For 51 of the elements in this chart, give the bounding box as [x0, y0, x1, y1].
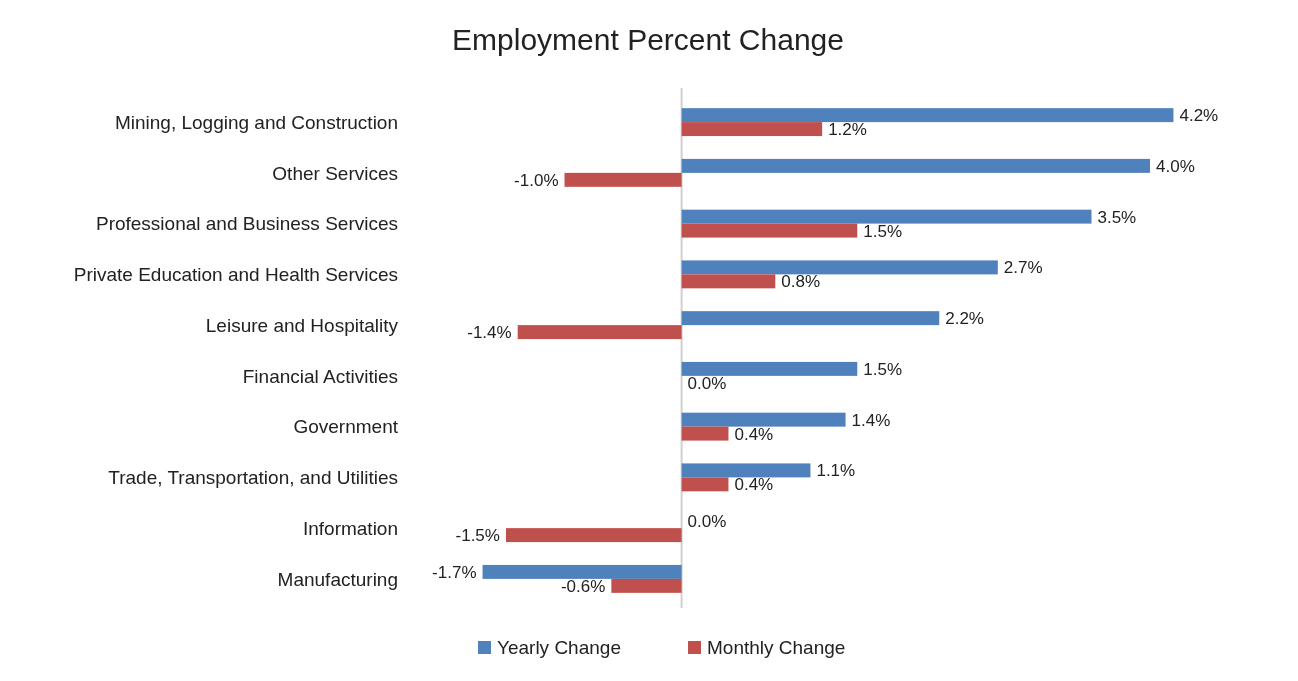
data-label: 0.0%	[687, 373, 727, 393]
legend-label: Monthly Change	[707, 637, 846, 659]
bar	[564, 172, 682, 187]
bar	[611, 578, 682, 593]
data-label: 1.4%	[851, 410, 891, 430]
bar	[517, 325, 682, 340]
bar	[681, 274, 776, 289]
data-label: -1.5%	[455, 526, 500, 546]
bar	[681, 158, 1151, 173]
bar	[681, 108, 1174, 123]
y-tick-label: Professional and Business Services	[95, 213, 398, 235]
bar	[681, 209, 1092, 224]
data-label: 1.1%	[816, 461, 856, 481]
bar	[505, 528, 682, 543]
data-label: 0.8%	[781, 272, 821, 292]
bar	[681, 426, 729, 441]
y-tick-label: Trade, Transportation, and Utilities	[108, 467, 398, 489]
data-label: 0.0%	[687, 512, 727, 532]
data-label: 4.2%	[1179, 106, 1219, 126]
y-tick-label: Manufacturing	[277, 568, 398, 590]
bar	[681, 477, 729, 492]
legend-label: Yearly Change	[497, 637, 621, 659]
y-tick-label: Financial Activities	[242, 365, 398, 387]
data-label: 0.4%	[734, 424, 774, 444]
bar	[681, 361, 858, 376]
bar	[681, 223, 858, 238]
y-tick-label: Government	[293, 416, 399, 438]
bar	[681, 412, 846, 427]
bar	[482, 564, 682, 579]
y-tick-label: Other Services	[272, 162, 398, 184]
data-label: 4.0%	[1156, 156, 1195, 176]
data-label: 2.7%	[1003, 258, 1043, 278]
chart-title: Employment Percent Change	[452, 23, 844, 56]
data-label: 1.5%	[863, 221, 903, 241]
y-tick-label: Information	[302, 517, 398, 539]
bar	[681, 260, 998, 275]
data-label: -1.0%	[514, 170, 559, 190]
data-label: 1.5%	[863, 359, 903, 379]
y-tick-label: Private Education and Health Services	[73, 264, 398, 286]
bar	[681, 463, 811, 478]
data-label: -1.7%	[432, 562, 477, 582]
bar	[681, 122, 823, 137]
data-label: 3.5%	[1097, 207, 1137, 227]
data-label: 0.4%	[734, 475, 774, 495]
bar	[681, 311, 940, 326]
data-label: 1.2%	[828, 120, 867, 140]
data-label: 2.2%	[945, 309, 984, 329]
y-tick-label: Leisure and Hospitality	[205, 314, 399, 336]
data-label: -0.6%	[560, 576, 606, 596]
y-tick-label: Mining, Logging and Construction	[114, 111, 398, 133]
data-label: -1.4%	[467, 323, 512, 343]
